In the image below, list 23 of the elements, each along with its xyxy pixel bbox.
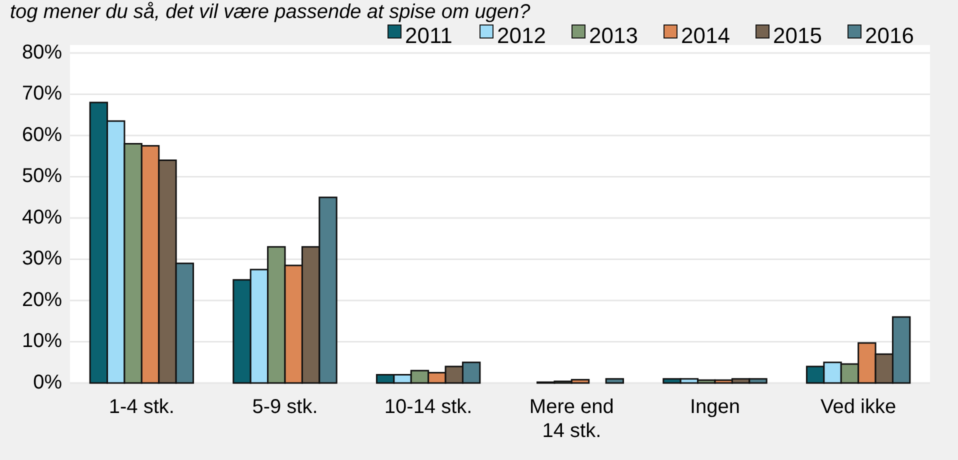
x-tick-label: Ingen — [690, 396, 740, 418]
legend-label: 2015 — [773, 22, 822, 48]
legend-label: 2014 — [681, 22, 730, 48]
chart-title: tog mener du så, det vil være passende at spise om ugen? — [10, 1, 532, 23]
bar — [605, 378, 624, 384]
y-tick-label: 30% — [22, 248, 62, 270]
legend-label: 2013 — [589, 22, 638, 48]
y-tick-label: 20% — [22, 288, 62, 311]
y-tick-label: 40% — [22, 206, 62, 228]
y-tick-label: 60% — [22, 124, 62, 146]
legend-label: 2012 — [497, 22, 546, 48]
legend-label: 2016 — [865, 22, 914, 48]
y-tick-label: 70% — [22, 82, 62, 105]
x-tick-label: Mere end 14 stk. — [529, 396, 614, 442]
y-tick-label: 0% — [33, 371, 62, 394]
x-tick-label: 5-9 stk. — [252, 396, 318, 418]
y-tick-label: 80% — [22, 41, 62, 64]
legend-label: 2011 — [405, 22, 452, 48]
x-tick-label: 1-4 stk. — [108, 396, 174, 418]
y-tick-label: 50% — [22, 165, 62, 188]
x-tick-label: Ved ikke — [820, 396, 896, 418]
x-tick-label: 10-14 stk. — [384, 396, 472, 418]
y-tick-label: 10% — [22, 330, 62, 352]
